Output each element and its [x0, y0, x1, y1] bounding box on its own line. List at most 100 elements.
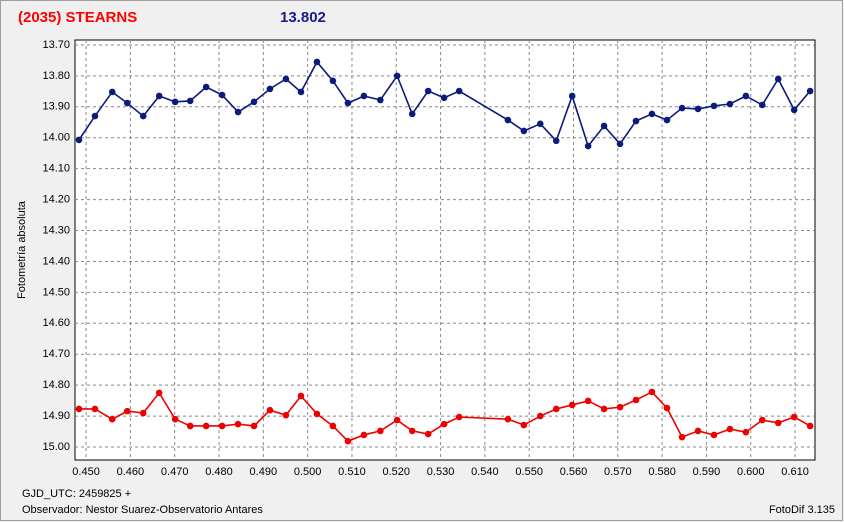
y-tick-label: 14.80	[42, 379, 70, 391]
data-point	[344, 437, 352, 445]
y-tick-label: 14.40	[42, 255, 70, 267]
data-point	[648, 110, 656, 118]
data-point	[726, 100, 734, 108]
data-point	[424, 430, 432, 438]
data-point	[710, 102, 718, 110]
data-point	[123, 407, 131, 415]
data-point	[726, 425, 734, 433]
data-point	[758, 416, 766, 424]
data-point	[552, 405, 560, 413]
observer-label: Observador: Nestor Suarez-Observatorio A…	[22, 504, 263, 516]
data-point	[710, 431, 718, 439]
data-point	[250, 422, 258, 430]
data-point	[790, 106, 798, 114]
data-point	[123, 99, 131, 107]
data-point	[360, 431, 368, 439]
data-point	[234, 108, 242, 116]
data-point	[266, 406, 274, 414]
data-point	[250, 98, 258, 106]
data-point	[377, 427, 384, 435]
x-tick-label: 0.480	[205, 466, 233, 478]
data-point	[600, 405, 608, 413]
data-point	[91, 112, 99, 120]
data-point	[455, 87, 463, 95]
data-point	[584, 397, 592, 405]
chart-subtitle: 13.802	[280, 9, 326, 26]
x-tick-label: 0.590	[693, 466, 721, 478]
data-point	[75, 136, 83, 144]
y-tick-label: 15.00	[42, 441, 70, 453]
data-point	[455, 413, 463, 421]
y-tick-label: 13.70	[42, 39, 70, 51]
data-point	[600, 122, 608, 130]
data-point	[91, 405, 99, 413]
data-point	[440, 94, 448, 102]
data-point	[313, 410, 321, 418]
data-point	[313, 58, 321, 66]
data-point	[536, 120, 544, 128]
data-point	[678, 433, 686, 441]
x-tick-label: 0.520	[382, 466, 410, 478]
data-point	[552, 137, 560, 145]
data-point	[568, 92, 576, 100]
x-tick-label: 0.560	[560, 466, 588, 478]
x-tick-label: 0.550	[515, 466, 543, 478]
data-point	[632, 396, 640, 404]
data-point	[297, 88, 305, 96]
data-point	[790, 413, 798, 421]
data-point	[694, 427, 702, 435]
plot-area	[74, 39, 816, 461]
y-tick-label: 13.90	[42, 101, 70, 113]
data-point	[218, 91, 226, 99]
y-tick-label: 14.90	[42, 410, 70, 422]
data-point	[742, 428, 750, 436]
data-point	[108, 415, 116, 423]
x-tick-label: 0.460	[117, 466, 145, 478]
x-tick-label: 0.510	[338, 466, 366, 478]
data-point	[171, 415, 179, 423]
y-tick-label: 14.20	[42, 193, 70, 205]
data-point	[393, 416, 401, 424]
data-point	[742, 92, 750, 100]
y-tick-label: 14.60	[42, 317, 70, 329]
data-point	[360, 92, 368, 100]
x-tick-label: 0.610	[781, 466, 809, 478]
x-tick-label: 0.450	[72, 466, 100, 478]
y-tick-label: 14.10	[42, 163, 70, 175]
data-point	[616, 140, 624, 148]
y-tick-label: 13.80	[42, 70, 70, 82]
data-point	[171, 98, 179, 106]
data-point	[694, 105, 702, 113]
data-point	[377, 96, 384, 104]
data-point	[155, 389, 163, 397]
y-tick-label: 14.30	[42, 224, 70, 236]
data-point	[440, 420, 448, 428]
data-point	[806, 87, 814, 95]
y-axis-label: Fotometría absoluta	[16, 200, 28, 299]
data-point	[329, 77, 337, 85]
data-point	[282, 411, 290, 419]
x-tick-label: 0.490	[250, 466, 278, 478]
data-point	[663, 404, 671, 412]
data-point	[504, 116, 512, 124]
software-label: FotoDif 3.135	[769, 504, 835, 516]
data-point	[393, 72, 401, 80]
data-point	[297, 392, 305, 400]
data-point	[186, 97, 194, 105]
data-point	[266, 85, 274, 93]
chart-title: (2035) STEARNS	[18, 9, 137, 26]
data-point	[282, 75, 290, 83]
data-point	[424, 87, 432, 95]
data-point	[584, 142, 592, 150]
y-tick-label: 14.50	[42, 286, 70, 298]
data-point	[520, 421, 528, 429]
y-tick-label: 14.00	[42, 132, 70, 144]
data-point	[663, 116, 671, 124]
data-point	[139, 409, 147, 417]
data-point	[139, 112, 147, 120]
data-point	[218, 422, 226, 430]
data-point	[202, 83, 210, 91]
data-point	[344, 99, 352, 107]
